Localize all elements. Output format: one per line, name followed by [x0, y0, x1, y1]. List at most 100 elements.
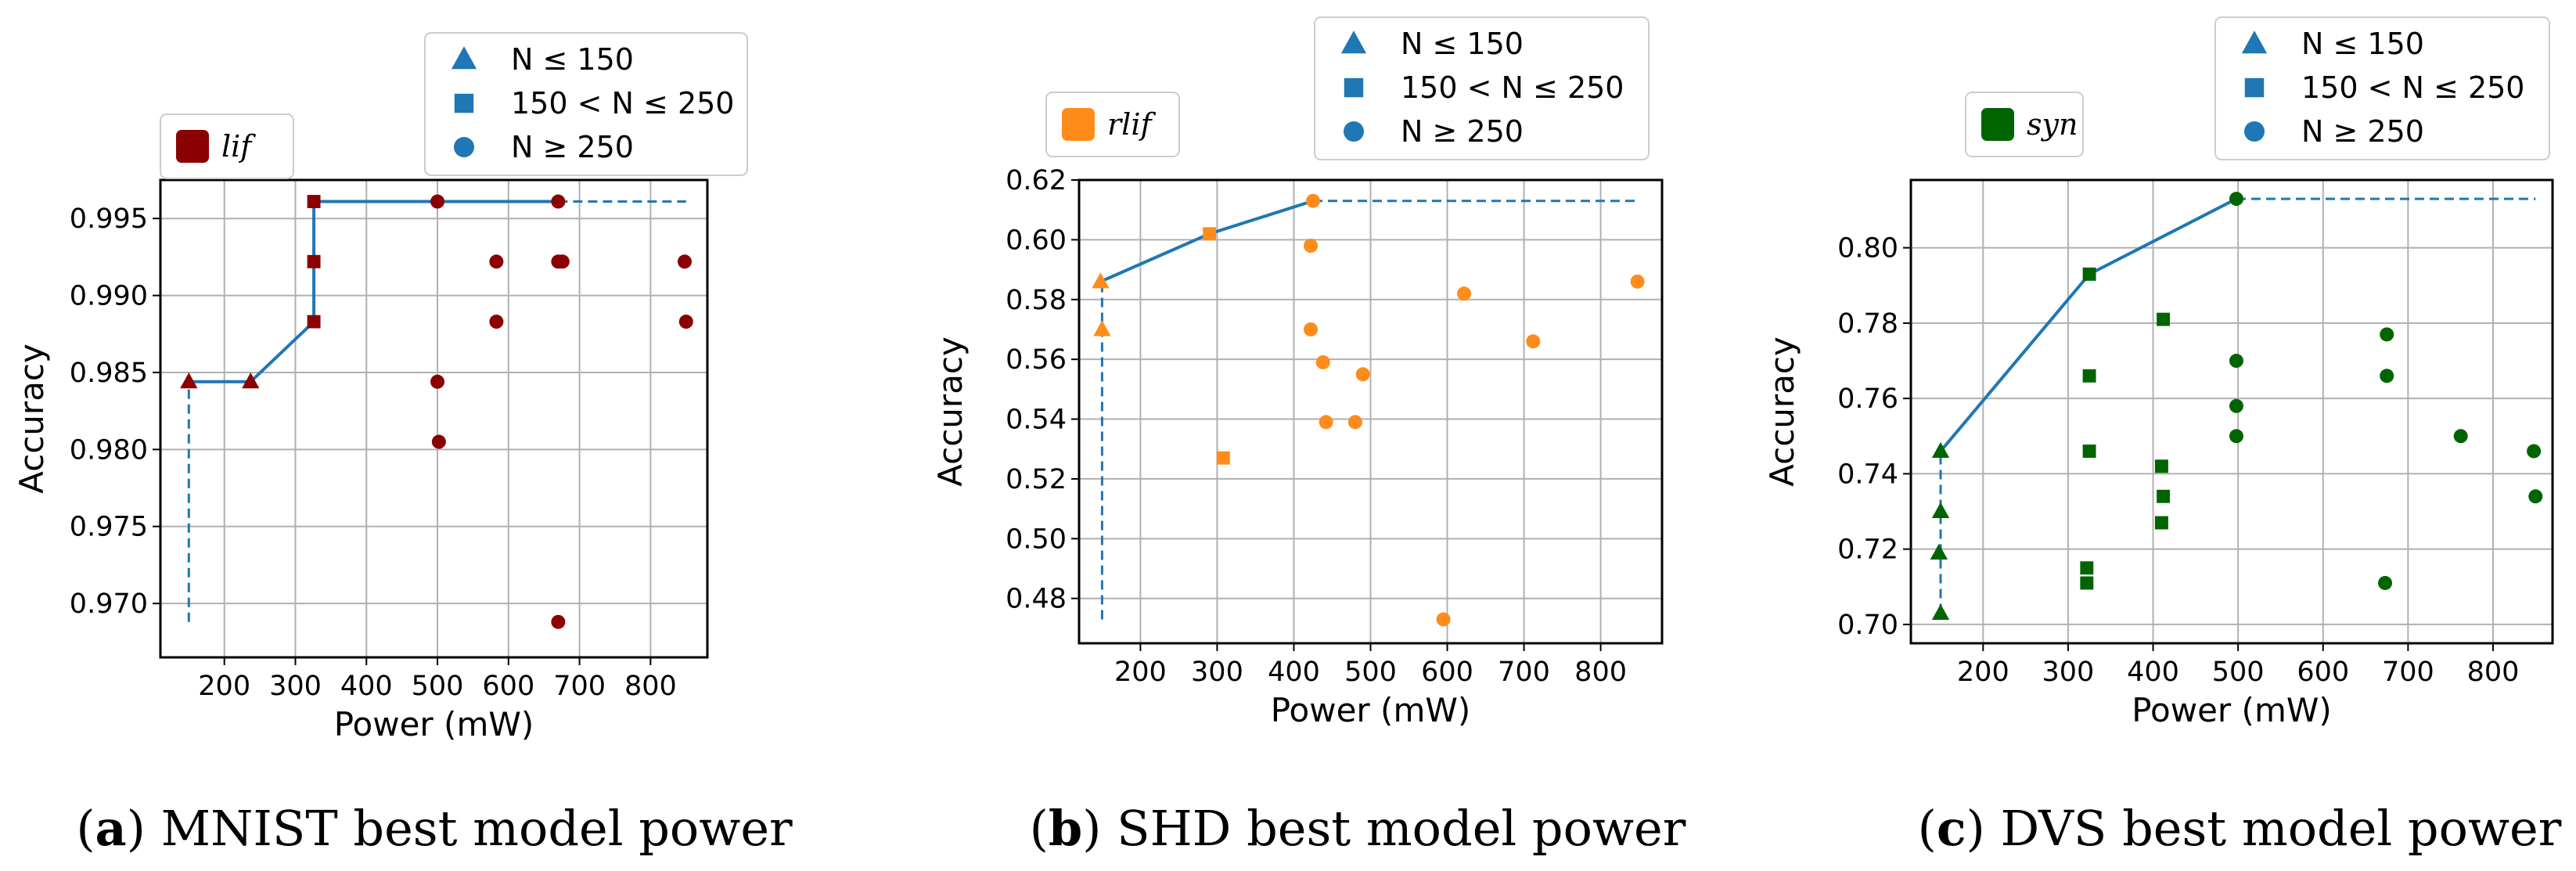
data-point-triangle: [1931, 502, 1950, 519]
y-tick-label: 0.975: [70, 512, 148, 543]
data-point-circle: [2378, 575, 2393, 590]
legend-triangle-icon: [1340, 31, 1367, 54]
y-tick-label: 0.48: [1006, 584, 1067, 615]
model-color-swatch: [176, 130, 209, 163]
y-tick-label: 0.78: [1837, 308, 1898, 340]
data-point-square: [2082, 444, 2096, 458]
legend-circle-icon: [454, 137, 474, 157]
model-label: rlif: [1107, 107, 1156, 142]
y-tick-label: 0.54: [1006, 405, 1067, 436]
data-point-circle: [489, 315, 504, 329]
x-tick-label: 500: [1344, 657, 1397, 688]
chart-panel-b: 200 300 400 500 600 700 800 0.48 0.50 0.52 0.54 0.5…: [931, 16, 1686, 857]
data-point-circle: [1319, 415, 1333, 430]
y-tick-label: 0.62: [1006, 165, 1067, 196]
data-point-triangle: [180, 373, 198, 389]
data-point-square: [2154, 516, 2168, 530]
data-point-circle: [2229, 192, 2243, 207]
data-point-triangle: [242, 373, 260, 389]
legend-box: [1314, 16, 1650, 160]
x-tick-label: 600: [1421, 657, 1473, 688]
y-tick-label: 0.74: [1837, 459, 1898, 490]
legend-square-icon: [1344, 77, 1364, 98]
data-point-circle: [1304, 322, 1319, 337]
model-label: syn: [2027, 107, 2078, 142]
x-tick-label: 800: [2467, 657, 2520, 688]
data-point-circle: [2229, 398, 2243, 413]
data-point-triangle: [1931, 603, 1950, 621]
x-tick-label: 800: [1574, 657, 1627, 688]
chart-panel-c: 200 300 400 500 600 700 800 0.70 0.72 0.74 0.76 0.7…: [1763, 16, 2562, 857]
x-tick-label: 800: [624, 671, 677, 702]
data-point-circle: [677, 254, 692, 269]
data-point-circle: [551, 194, 566, 209]
y-axis-label: Accuracy: [13, 344, 51, 494]
caption: (b) SHD best model power: [1030, 800, 1686, 857]
data-point-square: [307, 315, 321, 329]
x-tick-label: 200: [198, 671, 250, 702]
y-axis-label: Accuracy: [1763, 337, 1801, 487]
data-point-circle: [431, 434, 446, 449]
y-tick-label: 0.58: [1006, 285, 1067, 316]
x-tick-label: 200: [1957, 657, 2009, 688]
legend-square-icon: [2244, 77, 2265, 98]
data-point-square: [2080, 561, 2094, 575]
data-point-square: [2157, 489, 2171, 503]
y-tick-label: 0.76: [1837, 383, 1898, 415]
x-tick-label: 300: [2042, 657, 2095, 688]
data-point-circle: [1457, 286, 1472, 301]
data-point-square: [1216, 451, 1230, 465]
x-tick-label: 200: [1114, 657, 1167, 688]
model-label: lif: [221, 129, 256, 164]
data-point-square: [2082, 267, 2096, 281]
legend-circle-icon: [2244, 121, 2265, 142]
legend-square-icon: [454, 93, 474, 113]
y-tick-label: 0.995: [70, 203, 148, 235]
data-point-square: [2082, 369, 2096, 383]
data-point-square: [2080, 576, 2094, 590]
y-tick-label: 0.80: [1837, 233, 1898, 265]
y-tick-label: 0.970: [70, 588, 148, 620]
data-point-square: [307, 195, 321, 209]
data-point-circle: [2229, 354, 2243, 369]
legend-label: N ≤ 150: [2301, 27, 2424, 61]
data-point-circle: [2229, 429, 2243, 444]
x-tick-label: 300: [269, 671, 322, 702]
legend-label: 150 < N ≤ 250: [511, 86, 734, 121]
y-tick-label: 0.70: [1837, 610, 1898, 641]
caption: (a) MNIST best model power: [76, 800, 793, 857]
data-point-circle: [2528, 489, 2543, 504]
y-tick-label: 0.990: [70, 281, 148, 312]
data-point-circle: [1305, 193, 1320, 208]
legend-box: [2214, 16, 2550, 160]
data-point-circle: [1526, 334, 1541, 349]
data-point-circle: [1355, 367, 1370, 382]
legend-label: N ≤ 150: [1401, 27, 1524, 61]
y-tick-label: 0.980: [70, 434, 148, 466]
data-point-triangle: [1092, 272, 1110, 289]
x-tick-label: 700: [1498, 657, 1550, 688]
x-tick-label: 700: [2382, 657, 2434, 688]
data-point-triangle: [1093, 320, 1111, 337]
y-tick-label: 0.60: [1006, 225, 1067, 256]
data-point-square: [307, 254, 321, 268]
legend-circle-icon: [1344, 121, 1364, 142]
legend-box: [424, 32, 748, 176]
legend-label: N ≥ 250: [2301, 114, 2424, 149]
data-point-square: [2157, 312, 2171, 326]
data-point-circle: [1315, 355, 1330, 369]
data-point-circle: [2453, 429, 2468, 444]
y-tick-label: 0.56: [1006, 344, 1067, 376]
pareto-frontier-line: [1939, 197, 2237, 452]
pareto-frontier-line: [1099, 199, 1314, 283]
plot-frame: [1909, 178, 2554, 645]
data-point-circle: [1347, 415, 1362, 430]
legend-label: N ≤ 150: [511, 42, 634, 77]
data-point-circle: [2380, 327, 2394, 342]
data-point-triangle: [1930, 543, 1948, 560]
data-point-square: [1203, 227, 1217, 241]
x-tick-label: 300: [1191, 657, 1243, 688]
data-point-circle: [1304, 239, 1319, 254]
x-tick-label: 500: [2212, 657, 2265, 688]
